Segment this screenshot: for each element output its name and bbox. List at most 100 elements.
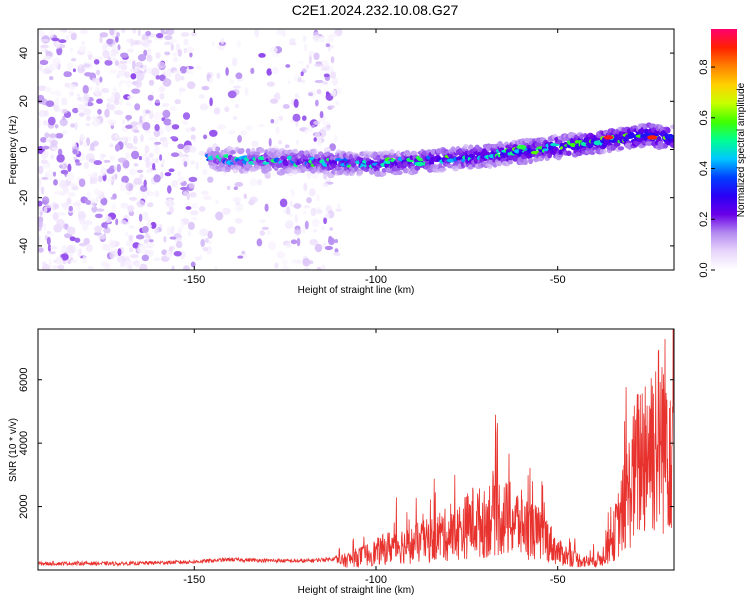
noise-blob	[125, 142, 134, 149]
noise-blob	[93, 160, 102, 166]
noise-blob	[108, 239, 117, 248]
noise-blob	[117, 248, 122, 257]
noise-blob	[88, 54, 93, 61]
ridge-blob	[630, 132, 635, 138]
noise-blob	[316, 193, 320, 202]
noise-blob	[220, 37, 225, 45]
noise-blob	[311, 124, 316, 128]
noise-blob	[142, 121, 151, 131]
noise-blob	[41, 164, 51, 169]
noise-blob	[114, 173, 118, 180]
noise-blob	[148, 152, 154, 158]
snr-series-line	[38, 329, 674, 569]
noise-blob	[198, 94, 205, 99]
noise-blob	[141, 114, 146, 123]
noise-blob	[103, 227, 111, 234]
noise-blob	[142, 211, 149, 221]
noise-blob	[328, 235, 333, 242]
noise-blob	[102, 49, 110, 59]
noise-blob	[157, 61, 166, 69]
noise-blob	[227, 90, 237, 99]
noise-blob	[128, 234, 134, 241]
noise-blob	[128, 247, 134, 253]
noise-blob	[55, 132, 64, 139]
noise-blob	[70, 32, 77, 41]
noise-blob	[177, 176, 185, 183]
noise-blob	[40, 38, 49, 43]
noise-blob	[202, 195, 212, 201]
noise-blob	[227, 226, 236, 235]
noise-blob	[44, 87, 52, 93]
noise-blob	[279, 115, 284, 121]
noise-blob	[322, 182, 329, 188]
noise-blob	[164, 123, 174, 132]
noise-blob	[84, 72, 93, 77]
noise-blob	[303, 267, 310, 270]
noise-blob	[56, 107, 61, 113]
noise-blob	[154, 190, 160, 198]
noise-blob	[202, 134, 208, 140]
noise-blob	[89, 142, 95, 151]
noise-blob	[153, 174, 161, 183]
ridge-blob	[239, 148, 245, 154]
spectrogram-panel: -150 -100 -50 -40 -20 0 20 40 Height of straigh…	[8, 28, 675, 296]
noise-blob	[125, 240, 133, 247]
noise-blob	[274, 92, 281, 101]
noise-blob	[271, 67, 279, 74]
noise-blob	[43, 206, 48, 214]
noise-blob	[189, 191, 197, 198]
noise-blob	[77, 67, 86, 74]
noise-blob	[66, 62, 73, 71]
noise-blob	[266, 230, 272, 236]
noise-blob	[64, 223, 69, 230]
noise-blob	[119, 98, 124, 106]
noise-blob	[234, 217, 243, 224]
noise-blob	[259, 219, 266, 223]
noise-blob	[165, 72, 172, 77]
noise-blob	[188, 176, 198, 183]
noise-blob	[38, 29, 44, 37]
noise-blob	[314, 79, 324, 84]
noise-blob	[190, 126, 196, 132]
noise-blob	[160, 171, 164, 179]
noise-blob	[76, 93, 81, 97]
noise-blob	[180, 75, 185, 81]
noise-blob	[278, 29, 283, 36]
noise-blob	[78, 178, 86, 187]
colorbar-tick-label: 0.6	[698, 110, 710, 125]
noise-blob	[171, 124, 180, 130]
noise-blob	[100, 197, 108, 206]
noise-blob	[85, 244, 93, 253]
snr-x-axis-label: Height of straight line (km)	[298, 585, 415, 596]
noise-blob	[130, 121, 139, 127]
noise-blob	[322, 242, 327, 248]
spectrogram-ticks: -150 -100 -50 -40 -20 0 20 40	[18, 29, 674, 286]
noise-blob	[254, 29, 260, 38]
noise-blob	[85, 200, 92, 205]
noise-blob	[104, 216, 112, 224]
noise-blob	[232, 196, 242, 203]
snr-y-tick-label: 6000	[18, 367, 30, 391]
ridge-blob	[613, 141, 621, 147]
noise-blob	[208, 248, 213, 252]
noise-blob	[165, 29, 175, 36]
noise-blob	[47, 116, 56, 126]
noise-blob	[168, 168, 175, 173]
noise-blob	[89, 198, 97, 207]
noise-blob	[125, 79, 132, 88]
noise-blob	[145, 169, 153, 174]
noise-blob	[66, 192, 73, 196]
noise-blob	[147, 67, 152, 75]
noise-blob	[52, 265, 60, 269]
noise-blob	[159, 154, 163, 161]
noise-blob	[47, 233, 55, 237]
ridge-blob	[311, 148, 318, 155]
noise-blob	[48, 76, 54, 81]
noise-blob	[132, 29, 137, 34]
noise-blob	[153, 111, 162, 121]
noise-blob	[56, 219, 65, 227]
ridge-blob	[645, 141, 653, 146]
noise-blob	[164, 172, 172, 177]
ridge-blob	[265, 167, 272, 172]
